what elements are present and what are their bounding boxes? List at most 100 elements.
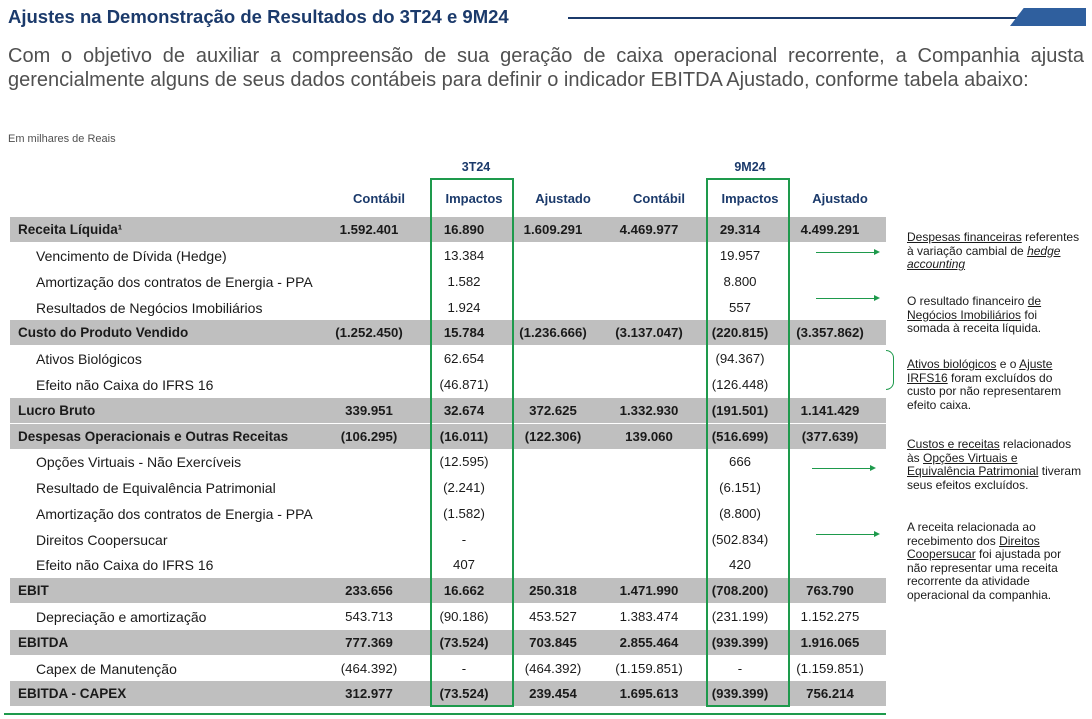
row-cell: 1.141.429	[800, 403, 860, 418]
note-coopersucar: A receita relacionada ao recebimento dos…	[907, 520, 1062, 602]
table-row: Capex de Manutenção (464.392) - (464.392) (1…	[10, 656, 886, 681]
row-cell: (1.159.851)	[796, 661, 864, 676]
row-label: Efeito não Caixa do IFRS 16	[36, 556, 214, 573]
row-cell: (1.159.851)	[615, 661, 683, 676]
row-label: Amortização dos contratos de Energia - P…	[36, 273, 313, 290]
row-cell: -	[461, 532, 467, 547]
row-cell: 239.454	[529, 686, 577, 701]
row-cell: (939.399)	[711, 686, 769, 701]
row-cell: 13.384	[443, 248, 485, 263]
table-row: Efeito não Caixa do IFRS 16 407 420	[10, 552, 886, 577]
row-cell: 1.592.401	[339, 222, 399, 237]
row-label: Receita Líquida¹	[18, 222, 123, 237]
arrow-right-icon	[816, 531, 880, 537]
row-cell: (464.392)	[524, 661, 582, 676]
row-cell: -	[737, 661, 743, 676]
note-imobiliarios: O resultado financeiro de Negócios Imobi…	[907, 294, 1042, 335]
row-cell: 777.369	[345, 635, 393, 650]
row-cell: (46.871)	[439, 377, 489, 392]
row-cell: (1.236.666)	[519, 325, 587, 340]
note-hedge: Despesas financeiras referentes à variaç…	[907, 230, 1080, 271]
arrow-right-icon	[816, 249, 880, 255]
row-cell: (377.639)	[801, 429, 859, 444]
row-cell: 339.951	[345, 403, 393, 418]
row-cell: (939.399)	[711, 635, 769, 650]
title-accent-tab	[1010, 8, 1086, 26]
row-cell: 453.527	[529, 609, 577, 624]
row-cell: 15.784	[443, 325, 485, 340]
row-label: Efeito não Caixa do IFRS 16	[36, 376, 214, 393]
row-cell: (90.186)	[439, 609, 489, 624]
row-cell: (1.252.450)	[335, 325, 403, 340]
row-cell: (220.815)	[711, 325, 769, 340]
row-cell: (708.200)	[711, 583, 769, 598]
table-row: Amortização dos contratos de Energia - P…	[10, 501, 886, 526]
row-label: Capex de Manutenção	[36, 660, 177, 677]
table-row: Lucro Bruto 339.951 32.674 372.625 1.332.930…	[10, 398, 886, 423]
note-biologicos: Ativos biológicos e o Ajuste IRFS16 fora…	[907, 357, 1062, 412]
row-cell: (73.524)	[439, 635, 489, 650]
table-row: EBITDA - CAPEX 312.977 (73.524) 239.454 1.69…	[10, 681, 886, 706]
row-label: EBITDA - CAPEX	[18, 686, 127, 701]
row-cell: (12.595)	[439, 454, 489, 469]
row-cell: -	[461, 661, 467, 676]
row-label: Amortização dos contratos de Energia - P…	[36, 505, 313, 522]
row-cell: (6.151)	[719, 480, 761, 495]
row-cell: 763.790	[806, 583, 854, 598]
row-cell: 312.977	[345, 686, 393, 701]
row-label: Opções Virtuais - Não Exercíveis	[36, 453, 242, 470]
brace-icon	[886, 350, 894, 390]
table-bottom-rule	[4, 713, 886, 715]
table-row: Receita Líquida¹ 1.592.401 16.890 1.609.291…	[10, 217, 886, 242]
col-header-contabil-9m24: Contábil	[633, 191, 685, 206]
row-cell: 62.654	[443, 351, 485, 366]
row-cell: (3.357.862)	[796, 325, 864, 340]
table-row: Custo do Produto Vendido (1.252.450) 15.78…	[10, 320, 886, 345]
row-cell: 1.695.613	[619, 686, 679, 701]
table-row: Despesas Operacionais e Outras Receitas (…	[10, 424, 886, 449]
row-cell: 1.332.930	[619, 403, 679, 418]
row-cell: 4.499.291	[800, 222, 860, 237]
row-cell: (106.295)	[340, 429, 398, 444]
row-cell: 2.855.464	[619, 635, 679, 650]
group-header-9m24: 9M24	[734, 160, 766, 174]
row-label: Ativos Biológicos	[36, 350, 142, 367]
row-cell: 32.674	[443, 403, 485, 418]
col-header-contabil-3t24: Contábil	[353, 191, 405, 206]
row-label: Vencimento de Dívida (Hedge)	[36, 247, 227, 264]
row-cell: 1.609.291	[523, 222, 583, 237]
table-row: Ativos Biológicos 62.654 (94.367)	[10, 346, 886, 371]
row-cell: 420	[728, 557, 751, 572]
col-header-impactos-3t24: Impactos	[445, 191, 503, 206]
row-cell: (231.199)	[711, 609, 769, 624]
table-row: EBIT 233.656 16.662 250.318 1.471.990 (708.20…	[10, 578, 886, 603]
row-cell: 29.314	[719, 222, 761, 237]
row-cell: (122.306)	[524, 429, 582, 444]
row-cell: 233.656	[345, 583, 393, 598]
row-cell: 8.800	[723, 274, 757, 289]
row-label: Resultados de Negócios Imobiliários	[36, 299, 263, 316]
row-cell: 1.383.474	[619, 609, 679, 624]
row-label: Custo do Produto Vendido	[18, 325, 189, 340]
row-cell: (8.800)	[719, 506, 761, 521]
row-cell: 1.916.065	[800, 635, 860, 650]
row-cell: (3.137.047)	[615, 325, 683, 340]
row-cell: 16.662	[443, 583, 485, 598]
row-cell: 250.318	[529, 583, 577, 598]
impactos-9m24-highlight	[706, 178, 790, 707]
table-row: Direitos Coopersucar - (502.834)	[10, 527, 886, 552]
row-cell: 756.214	[806, 686, 854, 701]
col-header-ajustado-3t24: Ajustado	[535, 191, 591, 206]
intro-paragraph: Com o objetivo de auxiliar a compreensão…	[8, 45, 1084, 91]
row-cell: 1.582	[447, 274, 481, 289]
row-cell: 703.845	[529, 635, 577, 650]
row-cell: (16.011)	[439, 429, 489, 444]
row-cell: (1.582)	[443, 506, 485, 521]
row-cell: (191.501)	[711, 403, 769, 418]
row-cell: 4.469.977	[619, 222, 679, 237]
row-cell: (94.367)	[715, 351, 765, 366]
table-row: EBITDA 777.369 (73.524) 703.845 2.855.464 (93…	[10, 630, 886, 655]
table-row: Resultados de Negócios Imobiliários 1.924…	[10, 295, 886, 320]
arrow-right-icon	[816, 295, 880, 301]
row-cell: 543.713	[345, 609, 393, 624]
